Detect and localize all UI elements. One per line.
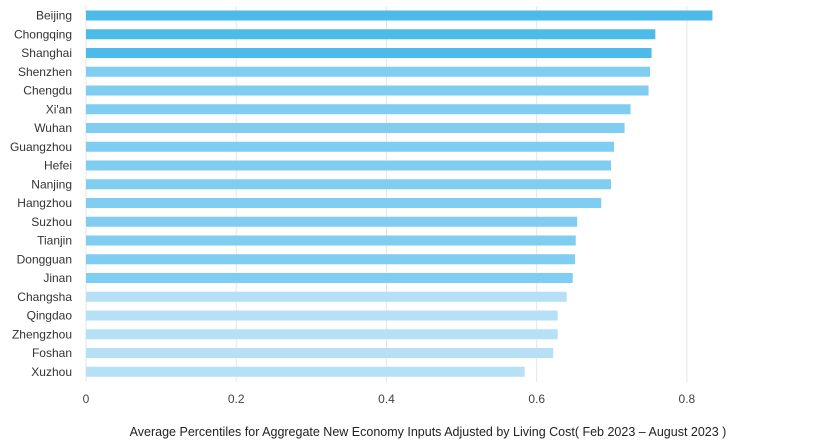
bar-chengdu (86, 85, 649, 96)
category-label-changsha: Changsha (17, 290, 72, 304)
bar-beijing (86, 10, 713, 21)
x-tick-labels: 0 0.2 0.4 0.6 0.8 (83, 392, 696, 406)
x-axis-title: Average Percentiles for Aggregate New Ec… (130, 425, 727, 439)
category-label-wuhan: Wuhan (34, 121, 72, 135)
category-label-xuzhou: Xuzhou (31, 365, 72, 379)
category-label-suzhou: Suzhou (31, 215, 72, 229)
bar-xuzhou (86, 366, 525, 377)
category-label-shanghai: Shanghai (21, 46, 72, 60)
category-label-shenzhen: Shenzhen (18, 65, 72, 79)
category-label-hangzhou: Hangzhou (17, 196, 72, 210)
bar-tianjin (86, 235, 576, 246)
x-tick-label-2: 0.4 (378, 392, 395, 406)
bar-guangzhou (86, 141, 615, 152)
x-tick-label-4: 0.8 (679, 392, 696, 406)
category-label-foshan: Foshan (32, 346, 72, 360)
bar-xi-an (86, 104, 631, 115)
category-label-guangzhou: Guangzhou (10, 140, 72, 154)
x-tick-label-3: 0.6 (528, 392, 545, 406)
bar-qingdao (86, 310, 558, 321)
bar-changsha (86, 291, 567, 302)
category-label-beijing: Beijing (36, 9, 72, 23)
bar-nanjing (86, 179, 612, 190)
bar-jinan (86, 273, 573, 283)
bar-chongqing (86, 29, 656, 40)
x-tick-label-0: 0 (83, 392, 90, 406)
bars (86, 10, 713, 377)
bar-hefei (86, 160, 612, 171)
gridlines (85, 6, 688, 382)
category-label-jinan: Jinan (43, 271, 72, 285)
bar-hangzhou (86, 198, 602, 208)
bar-foshan (86, 348, 554, 358)
category-label-qingdao: Qingdao (27, 309, 73, 323)
bar-shenzhen (86, 66, 651, 77)
category-label-tianjin: Tianjin (37, 234, 72, 248)
x-tick-label-1: 0.2 (228, 392, 245, 406)
category-label-chongqing: Chongqing (14, 27, 72, 41)
category-label-xi-an: Xi'an (46, 102, 72, 116)
category-label-nanjing: Nanjing (31, 177, 72, 191)
category-label-hefei: Hefei (44, 159, 72, 173)
bar-shanghai (86, 48, 652, 58)
category-labels: Beijing Chongqing Shanghai Shenzhen Chengdu X… (10, 9, 72, 379)
category-label-dongguan: Dongguan (17, 252, 72, 266)
bar-zhengzhou (86, 329, 558, 340)
bar-suzhou (86, 216, 578, 227)
category-label-zhengzhou: Zhengzhou (12, 327, 72, 341)
category-label-chengdu: Chengdu (23, 84, 72, 98)
bar-dongguan (86, 254, 575, 265)
bar-wuhan (86, 123, 625, 133)
